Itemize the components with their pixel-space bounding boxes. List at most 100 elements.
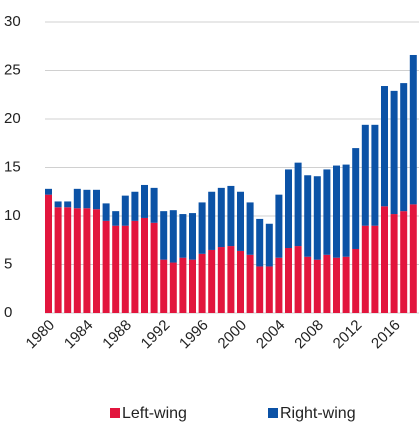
bar-segment (342, 164, 350, 257)
bar-segment (160, 259, 168, 313)
x-tick-label: 1988 (99, 317, 135, 353)
bar-segment (333, 165, 340, 258)
bar-segment (73, 208, 81, 313)
bar-segment (141, 184, 148, 218)
bar-segment (294, 162, 302, 247)
bar-segment (256, 218, 264, 267)
bar-segment (265, 223, 273, 267)
y-tick-label: 20 (4, 110, 21, 127)
legend-swatch (110, 408, 120, 418)
bar-segment (304, 175, 312, 257)
bar-segment (73, 188, 81, 209)
bar-segment (179, 257, 187, 313)
bar-segment (313, 259, 321, 313)
bar-segment (227, 185, 235, 247)
bar-segment (169, 262, 177, 313)
legend-label: Right-wing (280, 405, 356, 422)
bar-segment (237, 250, 244, 313)
bar-segment (390, 214, 398, 313)
bar-segment (275, 194, 283, 258)
y-tick-label: 10 (4, 207, 21, 224)
bar-segment (409, 54, 417, 205)
bar-segment (131, 191, 139, 221)
x-tick-label: 2012 (330, 317, 366, 353)
bar-segment (342, 256, 350, 313)
bar-segment (352, 248, 360, 313)
bar-segment (141, 217, 148, 313)
bar-segment (102, 220, 110, 313)
x-tick-label: 2016 (368, 317, 404, 353)
bar-segment (208, 249, 216, 313)
bar-segment (45, 194, 52, 313)
bar-segment (409, 204, 417, 313)
bar-segment (294, 246, 302, 313)
x-tick-label: 1996 (176, 317, 212, 353)
x-tick-label: 1984 (61, 317, 97, 353)
bar-segment (285, 169, 292, 249)
bar-segment (361, 225, 369, 313)
bar-segment (333, 257, 340, 313)
x-tick-label: 2008 (291, 317, 327, 353)
bar-segment (54, 201, 62, 208)
y-tick-label: 25 (4, 61, 21, 78)
bar-segment (83, 208, 91, 313)
bar-segment (381, 86, 388, 207)
bar-segment (179, 214, 187, 258)
x-tick-label: 1980 (23, 317, 59, 353)
bar-segment (400, 83, 408, 212)
y-tick-label: 0 (4, 304, 12, 321)
bar-segment (352, 148, 360, 249)
bar-segment (64, 201, 72, 208)
bar-segment (131, 220, 139, 313)
bar-segment (121, 195, 129, 226)
bar-segment (169, 210, 177, 263)
x-tick-label: 2000 (215, 317, 251, 353)
bar-segment (150, 187, 158, 223)
bar-segment (246, 254, 254, 313)
bar-segment (390, 90, 398, 215)
bar-segment (121, 225, 129, 313)
bar-segment (400, 211, 408, 313)
y-tick-label: 30 (4, 13, 21, 30)
bar-segment (217, 187, 225, 248)
bar-segment (150, 222, 158, 313)
bar-segment (93, 189, 100, 210)
bar-segment (93, 209, 100, 313)
legend-swatch (268, 408, 278, 418)
bar-segment (160, 211, 168, 260)
y-tick-label: 5 (4, 255, 12, 272)
y-tick-label: 15 (4, 158, 21, 175)
bar-segment (265, 266, 273, 313)
bar-segment (208, 191, 216, 250)
bar-segment (323, 254, 331, 313)
bar-segment (217, 247, 225, 313)
bar-segment (246, 202, 254, 255)
bar-segment (227, 246, 235, 313)
bar-segment (256, 266, 264, 313)
bar-segment (304, 256, 312, 313)
bar-segment (285, 248, 292, 313)
bar-segment (361, 124, 369, 226)
bar-segment (381, 206, 388, 313)
bar-segment (313, 176, 321, 260)
bar-segment (54, 207, 62, 313)
bar-segment (83, 189, 91, 209)
x-tick-label: 2004 (253, 317, 289, 353)
bar-segment (371, 124, 379, 226)
bar-segment (102, 203, 110, 221)
bar-segment (112, 211, 120, 226)
bar-segment (371, 225, 379, 313)
bar-segment (112, 225, 120, 313)
bar-segment (275, 257, 283, 313)
bar-segment (189, 259, 196, 313)
bar-segment (64, 207, 72, 313)
bar-segment (45, 188, 52, 195)
bar-segment (189, 213, 196, 260)
legend-label: Left-wing (122, 405, 187, 422)
bar-segment (237, 191, 244, 251)
bar-segment (323, 169, 331, 255)
bar-segment (198, 202, 206, 254)
x-tick-label: 1992 (138, 317, 174, 353)
bar-segment (198, 253, 206, 313)
